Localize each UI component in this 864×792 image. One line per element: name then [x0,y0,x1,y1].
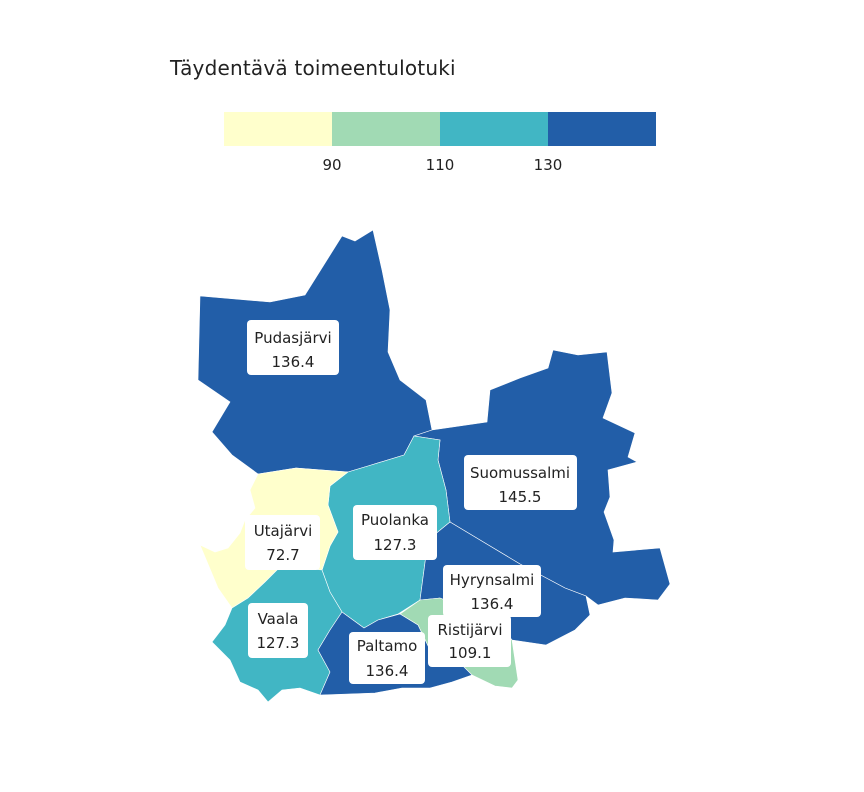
label-ristijarvi: Ristijärvi 109.1 [428,615,511,667]
legend-tick-130: 130 [534,156,563,174]
label-hyrynsalmi: Hyrynsalmi 136.4 [443,565,541,617]
legend-tick-110: 110 [426,156,455,174]
label-pudasjarvi-value: 136.4 [272,353,315,371]
map-title: Täydentävä toimeentulotuki [170,56,456,80]
label-paltamo-value: 136.4 [366,662,409,680]
label-paltamo-name: Paltamo [357,637,418,655]
label-vaala-name: Vaala [258,610,299,628]
label-vaala-value: 127.3 [257,634,300,652]
label-puolanka: Puolanka 127.3 [353,505,437,560]
legend-swatch-1 [224,112,332,146]
label-suomussalmi-name: Suomussalmi [470,464,570,482]
region-labels: Pudasjärvi 136.4 Suomussalmi 145.5 Puola… [245,320,577,684]
label-hyrynsalmi-value: 136.4 [471,595,514,613]
label-hyrynsalmi-name: Hyrynsalmi [450,571,535,589]
label-vaala: Vaala 127.3 [248,603,308,658]
label-pudasjarvi-name: Pudasjärvi [254,329,331,347]
legend-swatch-3 [440,112,548,146]
label-puolanka-value: 127.3 [374,536,417,554]
label-suomussalmi: Suomussalmi 145.5 [464,455,577,510]
label-utajarvi-value: 72.7 [266,546,299,564]
legend-tick-90: 90 [322,156,341,174]
label-utajarvi: Utajärvi 72.7 [245,515,320,570]
legend: 90 110 130 [224,112,656,174]
label-puolanka-name: Puolanka [361,511,429,529]
label-ristijarvi-value: 109.1 [449,644,492,662]
label-suomussalmi-value: 145.5 [499,488,542,506]
label-pudasjarvi: Pudasjärvi 136.4 [247,320,339,375]
label-ristijarvi-name: Ristijärvi [437,621,502,639]
label-paltamo: Paltamo 136.4 [349,632,425,684]
label-utajarvi-name: Utajärvi [254,522,313,540]
legend-swatch-2 [332,112,440,146]
legend-swatch-4 [548,112,656,146]
